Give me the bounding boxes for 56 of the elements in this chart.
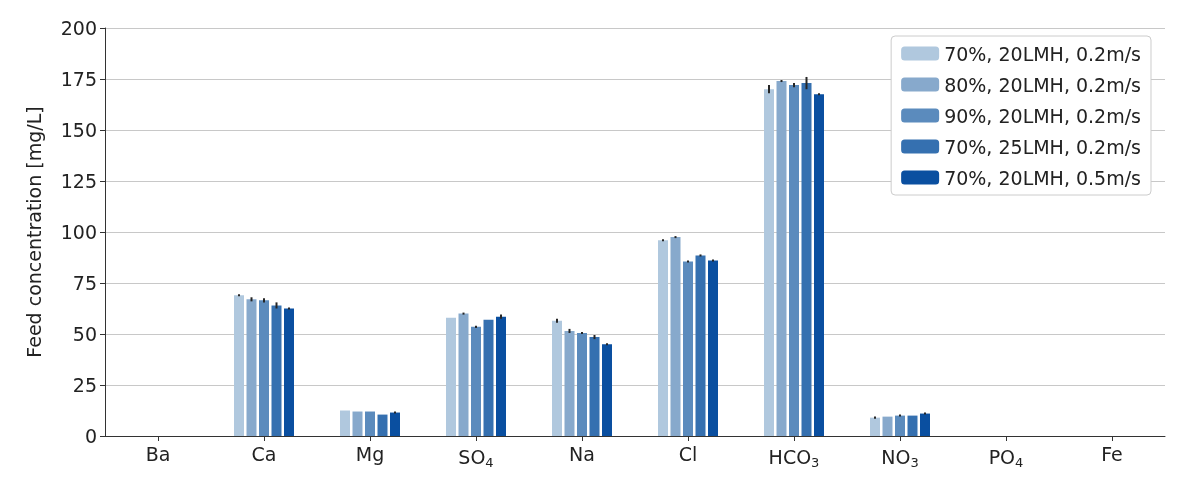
bar (259, 300, 269, 436)
bar (764, 89, 774, 436)
bar (246, 299, 257, 436)
y-tick-label: 150 (60, 119, 97, 141)
y-tick-label: 0 (84, 425, 97, 447)
x-tick-label: Cl (678, 442, 698, 465)
bar (340, 410, 350, 436)
x-tick-label: Fe (1101, 442, 1123, 465)
legend-label: 90%, 20LMH, 0.2m/s (944, 104, 1141, 127)
bar (471, 326, 481, 436)
bar (589, 337, 600, 436)
bar (458, 313, 469, 436)
bar (390, 412, 400, 436)
bar (602, 344, 612, 436)
legend-label: 70%, 20LMH, 0.2m/s (944, 42, 1141, 65)
y-tick-label: 175 (60, 68, 97, 90)
legend-label: 80%, 20LMH, 0.2m/s (944, 73, 1141, 96)
x-tick-label: Ca (251, 442, 277, 465)
bar (658, 240, 668, 436)
bar (365, 411, 375, 436)
y-tick-label: 50 (72, 323, 97, 345)
bar (271, 305, 282, 436)
bar (907, 415, 918, 436)
x-tick-label: Mg (355, 442, 385, 465)
bar (234, 295, 244, 436)
y-axis-title: Feed concentration [mg/L] (22, 106, 45, 358)
bar (564, 330, 575, 436)
bar (483, 319, 494, 436)
bar (870, 417, 880, 436)
bar (801, 83, 812, 436)
bar (789, 85, 799, 436)
bar (377, 414, 388, 436)
bar (708, 260, 718, 436)
legend-label: 70%, 25LMH, 0.2m/s (944, 135, 1141, 158)
bar (895, 415, 905, 436)
y-tick-label: 125 (60, 170, 97, 192)
y-tick-label: 25 (72, 374, 97, 396)
bar (882, 416, 893, 436)
x-tick-label: Ba (145, 442, 171, 465)
y-tick-label: 75 (72, 272, 97, 294)
x-tick-label: Na (569, 442, 595, 465)
bar (577, 332, 587, 436)
bar (920, 413, 930, 436)
bar (552, 320, 562, 436)
legend-label: 70%, 20LMH, 0.5m/s (944, 166, 1141, 189)
bar (814, 94, 824, 436)
y-tick-label: 200 (60, 17, 97, 39)
bar (284, 308, 294, 436)
bar (352, 411, 363, 436)
bar (446, 317, 456, 436)
y-tick-label: 100 (60, 221, 97, 243)
bar (695, 255, 706, 436)
bar (776, 81, 787, 436)
bar (683, 261, 693, 436)
bar (496, 316, 506, 436)
bar (670, 237, 681, 436)
